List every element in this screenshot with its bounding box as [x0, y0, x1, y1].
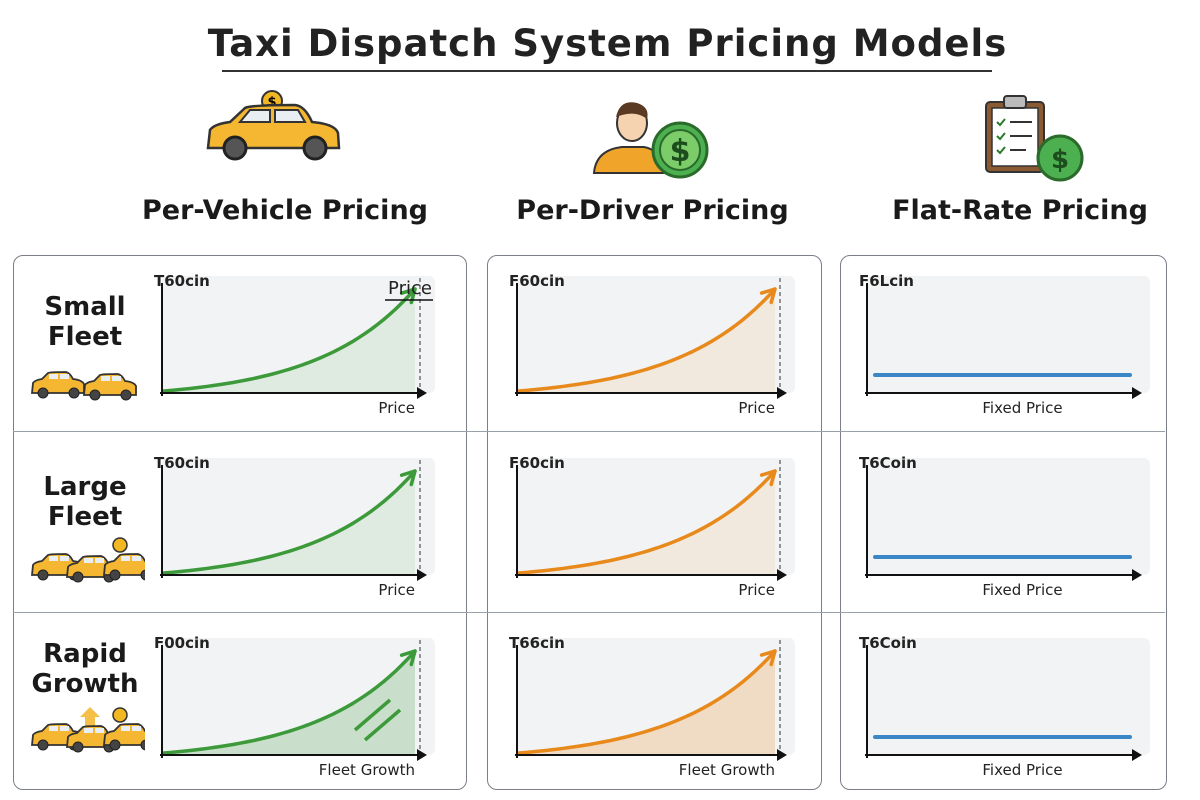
y-axis-label: T6Coin: [859, 454, 917, 472]
price-annotation: Price: [388, 278, 432, 299]
area-fill: [519, 471, 775, 575]
x-axis-label: Price: [378, 581, 415, 599]
row-label-small-fleet: Small Fleet: [20, 292, 150, 352]
x-axis-label: Price: [738, 581, 775, 599]
plot-background: [867, 458, 1150, 575]
pricing-chart: F00cin Fleet Growth: [154, 634, 435, 779]
y-axis-label: T60cin: [154, 272, 210, 290]
pricing-chart: F6Lcin Fixed Price: [859, 272, 1150, 417]
row-label-line: Fleet: [47, 322, 123, 352]
trend-arrowhead: [399, 649, 417, 667]
area-fill: [519, 289, 775, 393]
trend-arrowhead: [759, 649, 777, 667]
column-heading-per-driver: Per-Driver Pricing: [516, 195, 789, 226]
x-axis-label: Fixed Price: [982, 399, 1062, 417]
x-axis-label: Fleet Growth: [679, 761, 775, 779]
x-axis-arrow: [777, 387, 787, 399]
column-heading-flat-rate: Flat-Rate Pricing: [892, 195, 1148, 226]
y-axis-label: F00cin: [154, 634, 210, 652]
plot-background: [517, 276, 795, 393]
plot-background: [162, 276, 435, 393]
pricing-chart: F60cin Price: [509, 454, 795, 599]
trend-line: [162, 649, 417, 755]
row-label-line: Growth: [31, 669, 139, 699]
column-heading-per-vehicle: Per-Vehicle Pricing: [141, 195, 428, 226]
clipboard-dollar-icon: $: [985, 95, 1084, 182]
pricing-chart: T66cin Fleet Growth: [509, 634, 795, 779]
row-label-large-fleet: Large Fleet: [20, 472, 150, 532]
area-fill: [164, 289, 415, 393]
y-axis-label: T6Coin: [859, 634, 917, 652]
svg-text:$: $: [670, 134, 691, 169]
x-axis-label: Fleet Growth: [319, 761, 415, 779]
x-axis-arrow: [417, 569, 427, 581]
trend-arrowhead: [399, 469, 417, 487]
growth-stroke: [353, 698, 392, 732]
trend-arrowhead: [759, 469, 777, 487]
plot-background: [867, 276, 1150, 393]
area-fill: [519, 651, 775, 755]
x-axis-arrow: [1132, 749, 1142, 761]
x-axis-arrow: [777, 749, 787, 761]
y-axis-label: F60cin: [509, 454, 565, 472]
trend-arrowhead: [759, 287, 777, 305]
x-axis-label: Fixed Price: [982, 761, 1062, 779]
plot-background: [162, 458, 435, 575]
driver-dollar-icon: $: [592, 102, 709, 179]
large-fleet-cars-icon: [31, 537, 145, 583]
y-axis-label: F60cin: [509, 272, 565, 290]
plot-background: [162, 638, 435, 755]
trend-line: [517, 649, 777, 755]
row-label-rapid-growth: Rapid Growth: [20, 639, 150, 699]
x-axis-label: Price: [738, 399, 775, 417]
x-axis-arrow: [777, 569, 787, 581]
plot-background: [517, 638, 795, 755]
rapid-growth-cars-icon: [31, 707, 145, 753]
x-axis-label: Fixed Price: [982, 581, 1062, 599]
trend-arrowhead: [399, 287, 417, 305]
y-axis-label: T66cin: [509, 634, 565, 652]
trend-line: [162, 287, 417, 393]
svg-text:$: $: [1051, 145, 1069, 175]
x-axis-arrow: [417, 387, 427, 399]
row-label-line: Fleet: [47, 502, 123, 532]
title-underline: [222, 70, 992, 72]
row-label-line: Small: [44, 292, 126, 322]
pricing-chart: F60cin Price: [509, 272, 795, 417]
row-divider: [13, 431, 1165, 432]
pricing-chart: T60cin Price: [154, 454, 435, 599]
row-divider: [13, 612, 1165, 613]
pricing-chart: T6Coin Fixed Price: [859, 454, 1150, 599]
y-axis-label: F6Lcin: [859, 272, 914, 290]
taxi-coin-icon: $: [206, 90, 341, 161]
x-axis-label: Price: [378, 399, 415, 417]
x-axis-arrow: [1132, 569, 1142, 581]
page-title: Taxi Dispatch System Pricing Models: [207, 22, 1008, 65]
area-fill: [164, 471, 415, 575]
svg-text:$: $: [267, 95, 276, 110]
pricing-chart: T6Coin Fixed Price: [859, 634, 1150, 779]
trend-line: [162, 469, 417, 575]
x-axis-arrow: [417, 749, 427, 761]
plot-background: [517, 458, 795, 575]
trend-line: [517, 287, 777, 393]
small-fleet-cars-icon: [31, 371, 137, 401]
row-label-line: Rapid: [43, 639, 127, 669]
pricing-chart: T60cin Price Price: [154, 272, 435, 417]
row-label-line: Large: [43, 472, 127, 502]
trend-line: [517, 469, 777, 575]
y-axis-label: T60cin: [154, 454, 210, 472]
x-axis-arrow: [1132, 387, 1142, 399]
plot-background: [867, 638, 1150, 755]
growth-stroke: [363, 708, 402, 742]
area-fill: [164, 651, 415, 755]
